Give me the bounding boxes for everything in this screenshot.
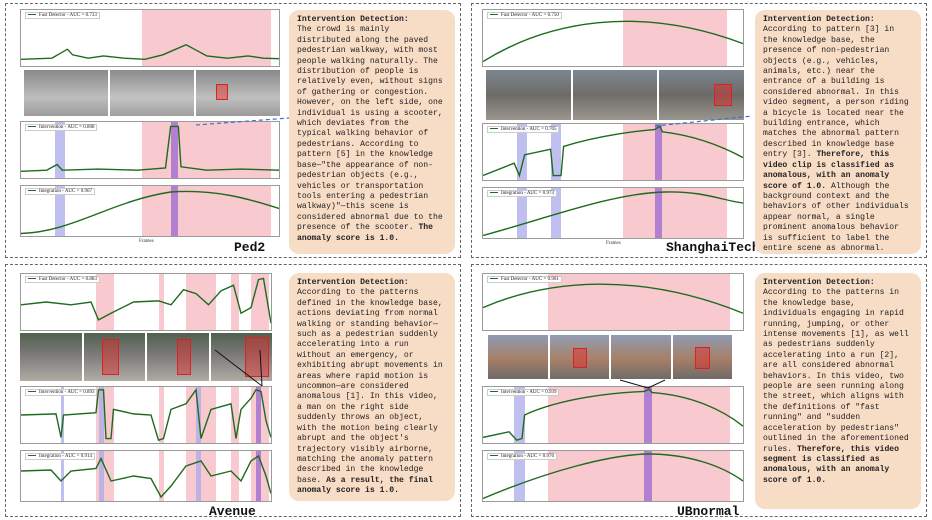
av-legend-integration: Integration - AUC = 0.914 [25,453,95,460]
ub-frame-1 [488,335,548,379]
av-integration-curve [21,451,271,501]
sh-frame-2 [572,70,658,120]
av-frame-2 [83,333,145,381]
sh-text-outro: Although the background context and the … [763,181,909,253]
ub-legend-integration: Integration - AUC = 0.976 [487,453,557,460]
ub-frame-3 [611,335,671,379]
av-legend-intervention: Intervention - AUC = 0.893 [25,389,98,396]
sh-explanation: Intervention Detection: According to pat… [755,10,921,254]
ub-intervention-curve [483,387,743,443]
sh-frame-3 [659,70,745,120]
ped2-frame-1 [24,70,108,116]
ub-fast-curve [483,274,743,330]
av-plot-fast: Fast Detector - AUC = 0.883 [20,273,272,331]
ub-dataset-name: UBnormal [677,504,740,519]
ub-plot-integration: Integration - AUC = 0.976 [482,450,744,502]
ub-box-title: Intervention Detection: [763,278,875,287]
sh-dataset-name: ShanghaiTech [666,240,760,255]
av-box-title: Intervention Detection: [297,278,409,287]
av-fast-curve [21,274,271,330]
panel-shanghaitech: Fast Detector - AUC = 0.750 Intervention… [471,3,927,258]
sh-intervention-curve [483,124,743,180]
panel-avenue: Fast Detector - AUC = 0.883 Intervention… [5,264,461,519]
av-dataset-name: Avenue [209,504,256,519]
sh-text-intro: According to pattern [3] in the knowledg… [763,25,909,160]
ub-frame-4 [672,335,732,379]
ped2-fast-curve [21,10,279,66]
ped2-frame-3 [196,70,280,116]
av-plot-integration: Integration - AUC = 0.914 [20,450,272,502]
ped2-text-intro: The crowd is mainly distributed along th… [297,25,443,233]
ub-legend-intervention: Intervention - AUC = 0.939 [487,389,560,396]
sh-integration-curve [483,188,743,238]
ped2-frame-2 [110,70,194,116]
ub-legend-fast: Fast Detector - AUC = 0.901 [487,276,562,283]
ub-integration-curve [483,451,743,501]
ped2-plot-fast: Fast Detector - AUC = 0.733 [20,9,280,67]
ped2-plot-intervention: Intervention - AUC = 0.808 [20,121,280,179]
ped2-frames [24,70,280,116]
ped2-dataset-name: Ped2 [234,240,266,255]
av-frame-1 [20,333,82,381]
sh-text-bold: Therefore, this video clip is classified… [763,150,895,191]
sh-plot-intervention: Intervention - AUC = 0.705 [482,123,744,181]
ped2-plot-integration: Integration - AUC = 0.967 [20,185,280,237]
ped2-explanation: Intervention Detection: The crowd is mai… [289,10,455,254]
av-frame-3 [147,333,209,381]
sh-fast-curve [483,10,743,66]
sh-legend-integration: Integration - AUC = 0.973 [487,190,557,197]
ped2-intervention-curve [21,122,279,178]
panel-ped2: Fast Detector - AUC = 0.733 Intervention… [5,3,461,258]
ped2-legend-intervention: Intervention - AUC = 0.808 [25,124,98,131]
ped2-legend-integration: Integration - AUC = 0.967 [25,188,95,195]
sh-xlabel: Frames [606,241,621,246]
ub-frame-2 [549,335,609,379]
av-frame-4 [210,333,272,381]
ped2-xlabel: Frames [139,239,154,244]
sh-box-title: Intervention Detection: [763,15,875,24]
sh-legend-fast: Fast Detector - AUC = 0.750 [487,12,562,19]
sh-frame-1 [486,70,571,120]
av-text-bold: As a result, the final anomaly score is … [297,475,434,496]
av-plot-intervention: Intervention - AUC = 0.893 [20,386,272,444]
ub-text-bold: Therefore, this video segment is classif… [763,444,900,485]
av-legend-fast: Fast Detector - AUC = 0.883 [25,276,100,283]
ub-text-intro: According to the patterns in the knowled… [763,288,909,454]
panel-ubnormal: Fast Detector - AUC = 0.901 Intervention… [471,264,927,519]
ped2-box-title: Intervention Detection: [297,15,409,24]
sh-legend-intervention: Intervention - AUC = 0.705 [487,126,560,133]
sh-plot-integration: Integration - AUC = 0.973 [482,187,744,239]
sh-plot-fast: Fast Detector - AUC = 0.750 [482,9,744,67]
ped2-legend-fast: Fast Detector - AUC = 0.733 [25,12,100,19]
av-frames [20,333,272,381]
ub-plot-fast: Fast Detector - AUC = 0.901 [482,273,744,331]
av-intervention-curve [21,387,271,443]
av-explanation: Intervention Detection: According to the… [289,273,455,501]
ped2-text-bold: The anomaly score is 1.0. [297,223,434,243]
sh-frames [486,70,745,120]
ub-explanation: Intervention Detection: According to the… [755,273,921,509]
ub-frames [488,335,732,379]
av-text-intro: According to the patterns defined in the… [297,288,443,485]
ub-plot-intervention: Intervention - AUC = 0.939 [482,386,744,444]
ped2-integration-curve [21,186,279,236]
